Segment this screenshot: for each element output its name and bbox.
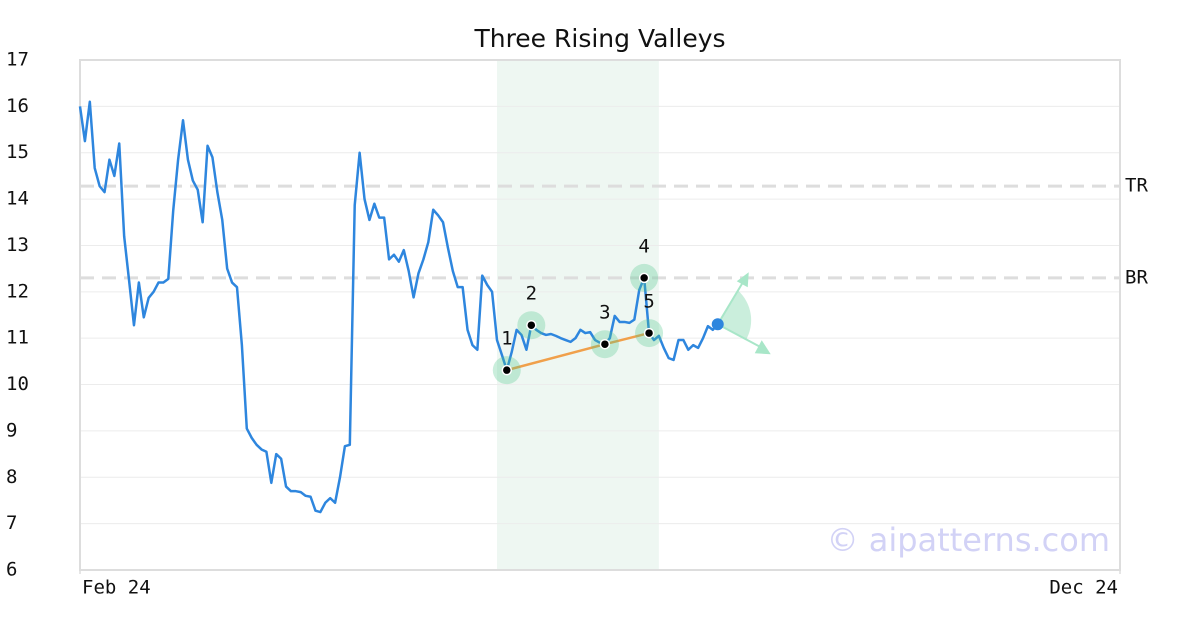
pattern-point <box>643 327 655 339</box>
pattern-label: 5 <box>643 291 654 313</box>
projection-arrow-head <box>736 272 749 288</box>
pattern-label: 2 <box>526 283 537 305</box>
pattern-point <box>526 319 537 331</box>
pattern-point <box>501 364 513 376</box>
y-tick-label: 7 <box>6 512 17 534</box>
y-tick-label: 10 <box>6 373 29 395</box>
chart-title: Three Rising Valleys <box>473 24 725 53</box>
projection-arrow <box>717 323 766 351</box>
last-point <box>711 318 724 331</box>
pattern-label: 3 <box>599 302 610 324</box>
y-tick-label: 16 <box>6 95 29 117</box>
y-tick-label: 9 <box>6 419 17 441</box>
price-line <box>78 100 719 514</box>
watermark: © aipatterns.com <box>827 521 1110 559</box>
pattern-label: 4 <box>638 235 649 257</box>
highlight-region <box>496 60 659 570</box>
y-tick-label: 15 <box>6 141 29 163</box>
pattern-label: 1 <box>501 328 512 350</box>
projection-arrow-head <box>754 340 771 355</box>
y-tick-label: 11 <box>6 327 29 349</box>
y-tick-label: 17 <box>6 49 29 71</box>
pattern-point <box>638 272 650 284</box>
y-tick-label: 8 <box>6 466 17 488</box>
reference-label: TR <box>1125 175 1148 197</box>
y-tick-label: 13 <box>6 234 29 256</box>
x-tick-label: Dec 24 <box>1049 577 1118 599</box>
x-tick-label: Feb 24 <box>82 577 151 599</box>
y-tick-label: 14 <box>6 188 29 210</box>
projection-arrow <box>716 278 746 325</box>
y-tick-label: 6 <box>6 559 17 581</box>
pattern-point <box>599 338 611 350</box>
y-tick-label: 12 <box>6 280 29 302</box>
reference-label: BR <box>1125 266 1148 288</box>
plot-border <box>79 59 1121 571</box>
